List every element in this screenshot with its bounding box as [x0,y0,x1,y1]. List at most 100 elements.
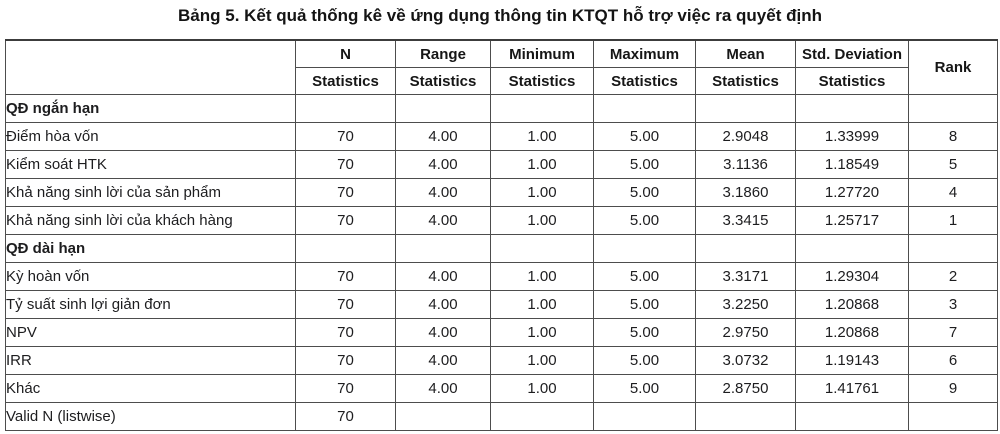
cell-std-deviation: 1.27720 [795,178,909,207]
cell-minimum [490,402,594,431]
cell-maximum: 5.00 [593,318,696,347]
table-row: Điểm hòa vốn 70 4.00 1.00 5.00 2.9048 1.… [5,122,998,151]
row-label: Khả năng sinh lời của sản phẩm [5,178,296,207]
row-label: Kiểm soát HTK [5,150,296,179]
cell-maximum [593,402,696,431]
cell-minimum: 1.00 [490,178,594,207]
header-empty-cell [5,39,296,95]
table-row: NPV 70 4.00 1.00 5.00 2.9750 1.20868 7 [5,318,998,347]
cell-n: 70 [295,150,396,179]
cell-range: 4.00 [395,318,491,347]
cell-n: 70 [295,290,396,319]
cell-mean: 2.9048 [695,122,796,151]
subheader-statistics-n: Statistics [295,67,396,95]
header-rank: Rank [908,39,998,95]
cell-maximum: 5.00 [593,346,696,375]
cell-std-deviation [795,234,909,263]
cell-minimum: 1.00 [490,290,594,319]
cell-mean: 3.3415 [695,206,796,235]
cell-std-deviation: 1.33999 [795,122,909,151]
cell-rank: 7 [908,318,998,347]
table-row: Tỷ suất sinh lợi giản đơn 70 4.00 1.00 5… [5,290,998,319]
table-row: Khác 70 4.00 1.00 5.00 2.8750 1.41761 9 [5,374,998,403]
table-row: Kỳ hoàn vốn 70 4.00 1.00 5.00 3.3171 1.2… [5,262,998,291]
cell-minimum: 1.00 [490,150,594,179]
cell-rank: 4 [908,178,998,207]
cell-minimum: 1.00 [490,122,594,151]
cell-rank [908,94,998,123]
table-title: Bảng 5. Kết quả thống kê về ứng dụng thô… [178,6,822,25]
cell-n: 70 [295,374,396,403]
section-row-short-term: QĐ ngắn hạn [5,94,998,123]
header-row-sub: Statistics Statistics Statistics Statist… [6,67,998,95]
cell-minimum [490,234,594,263]
cell-maximum: 5.00 [593,374,696,403]
cell-range: 4.00 [395,150,491,179]
cell-n: 70 [295,178,396,207]
row-label: QĐ ngắn hạn [5,94,296,123]
header-mean: Mean [695,39,796,68]
cell-mean: 2.8750 [695,374,796,403]
cell-range [395,402,491,431]
row-label: QĐ dài hạn [5,234,296,263]
cell-n: 70 [295,346,396,375]
cell-range [395,94,491,123]
cell-range: 4.00 [395,122,491,151]
cell-maximum: 5.00 [593,178,696,207]
cell-rank: 3 [908,290,998,319]
header-n: N [295,39,396,68]
header-row-top: N Range Minimum Maximum Mean Std. Deviat… [5,39,998,95]
statistics-table: N Range Minimum Maximum Mean Std. Deviat… [5,39,998,431]
cell-mean: 3.3171 [695,262,796,291]
cell-n: 70 [295,318,396,347]
cell-rank: 2 [908,262,998,291]
cell-minimum [490,94,594,123]
table-row: Khả năng sinh lời của khách hàng 70 4.00… [5,206,998,235]
cell-mean: 2.9750 [695,318,796,347]
row-label: Kỳ hoàn vốn [5,262,296,291]
cell-std-deviation: 1.19143 [795,346,909,375]
cell-std-deviation: 1.41761 [795,374,909,403]
cell-rank: 5 [908,150,998,179]
cell-std-deviation: 1.25717 [795,206,909,235]
cell-minimum: 1.00 [490,262,594,291]
cell-n: 70 [295,206,396,235]
row-label: Khả năng sinh lời của khách hàng [5,206,296,235]
cell-maximum [593,94,696,123]
cell-minimum: 1.00 [490,346,594,375]
cell-range: 4.00 [395,178,491,207]
cell-n [295,94,396,123]
subheader-statistics-minimum: Statistics [490,67,594,95]
table-row: IRR 70 4.00 1.00 5.00 3.0732 1.19143 6 [5,346,998,375]
cell-range [395,234,491,263]
row-label: NPV [5,318,296,347]
cell-mean: 3.1860 [695,178,796,207]
cell-rank: 6 [908,346,998,375]
cell-n: 70 [295,402,396,431]
row-label: Valid N (listwise) [5,402,296,431]
cell-mean [695,94,796,123]
header-minimum: Minimum [490,39,594,68]
cell-std-deviation: 1.29304 [795,262,909,291]
cell-minimum: 1.00 [490,206,594,235]
header-maximum: Maximum [593,39,696,68]
cell-range: 4.00 [395,374,491,403]
section-row-long-term: QĐ dài hạn [5,234,998,263]
cell-n [295,234,396,263]
cell-std-deviation: 1.18549 [795,150,909,179]
cell-std-deviation: 1.20868 [795,318,909,347]
cell-range: 4.00 [395,206,491,235]
cell-mean: 3.0732 [695,346,796,375]
cell-maximum [593,234,696,263]
table-row-valid-n: Valid N (listwise) 70 [5,402,998,431]
cell-rank [908,234,998,263]
cell-range: 4.00 [395,290,491,319]
row-label: Khác [5,374,296,403]
row-label: Điểm hòa vốn [5,122,296,151]
row-label: Tỷ suất sinh lợi giản đơn [5,290,296,319]
row-label: IRR [5,346,296,375]
subheader-statistics-range: Statistics [395,67,491,95]
subheader-statistics-std: Statistics [795,67,909,95]
subheader-statistics-mean: Statistics [695,67,796,95]
table-row: Kiểm soát HTK 70 4.00 1.00 5.00 3.1136 1… [5,150,998,179]
